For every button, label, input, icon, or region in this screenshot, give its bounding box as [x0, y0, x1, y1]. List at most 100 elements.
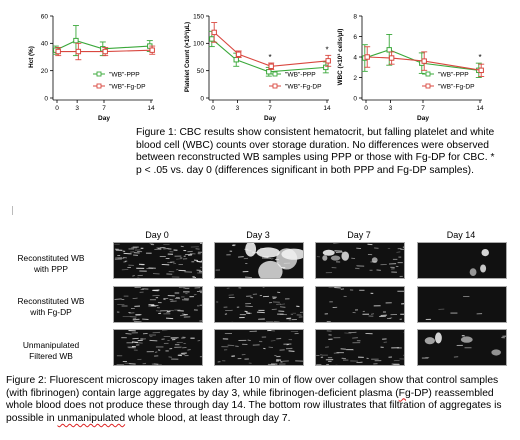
data-point — [149, 47, 155, 53]
data-point — [421, 58, 427, 64]
microscopy-texture — [114, 243, 202, 278]
figure1-caption: Figure 1: CBC results show consistent he… — [136, 127, 495, 176]
data-point — [478, 67, 484, 74]
x-tick-label: 3 — [389, 105, 393, 112]
legend-marker — [96, 71, 102, 77]
significance-marker: * — [268, 53, 271, 62]
microscopy-image — [214, 329, 304, 366]
y-axis-label: Hct (%) — [28, 46, 35, 68]
microscopy-image — [417, 329, 507, 366]
data-point — [233, 57, 239, 63]
y-tick-label: 4 — [353, 54, 357, 61]
microscopy-image — [315, 242, 405, 279]
x-axis-label: Day — [417, 115, 429, 122]
caption-text: unmanipulated — [57, 412, 126, 424]
microscopy-texture — [217, 330, 303, 365]
legend-label: "WB"-PPP — [438, 71, 469, 78]
row-label: Reconstituted WB with Fg-DP — [17, 296, 85, 317]
x-tick-label: 0 — [55, 105, 59, 112]
row-label: Reconstituted WB with PPP — [17, 253, 85, 274]
row-label: Unmanipulated Filtered WB — [22, 340, 80, 361]
x-tick-label: 7 — [102, 105, 106, 112]
caption-text: Fg — [398, 387, 411, 399]
microscopy-image — [315, 286, 405, 323]
microscopy-image — [214, 286, 304, 323]
platelet-chart: 0 50 100 150 0 3 7 14 Day Platelet Count (×10³/µL… — [184, 13, 332, 122]
data-point — [73, 37, 79, 44]
data-point — [323, 64, 329, 71]
day-label: Day 14 — [446, 230, 476, 240]
x-tick-label: 3 — [236, 105, 240, 112]
series-line — [211, 38, 326, 73]
series-line — [364, 49, 479, 71]
data-point — [102, 48, 108, 55]
legend-marker — [425, 83, 431, 89]
day-label: Day 7 — [347, 230, 371, 240]
y-tick-label: 40 — [41, 41, 49, 48]
series-line — [55, 40, 150, 51]
microscopy-texture — [215, 243, 303, 278]
microscopy-texture — [425, 296, 483, 320]
microscopy-texture — [316, 330, 404, 365]
data-point — [209, 36, 215, 42]
series-line — [213, 31, 329, 67]
wbc-chart: 0 2 4 6 8 0 3 7 14 Day WBC (×10³ cells/µl) * "WB"-PP… — [337, 13, 485, 122]
series-line — [58, 49, 153, 53]
microscopy-image — [113, 286, 203, 323]
legend-label: "WB"-Fg-DP — [109, 83, 146, 90]
x-axis-label: Day — [98, 115, 110, 122]
x-tick-label: 14 — [476, 105, 484, 112]
legend-label: "WB"-PPP — [285, 71, 316, 78]
caption-text: -DP) reassembled whole blood does not pr… — [6, 387, 502, 424]
microscopy-texture — [316, 243, 404, 278]
microscopy-image — [417, 286, 507, 323]
microscopy-image — [113, 329, 203, 366]
y-tick-label: 100 — [193, 41, 204, 48]
data-point — [364, 54, 370, 60]
y-tick-label: 6 — [353, 34, 357, 41]
figure2-caption: Figure 2: Fluorescent microscopy images … — [6, 375, 512, 425]
caption-text: Figure 2: Fluorescent microscopy images … — [6, 375, 499, 399]
y-tick-label: 2 — [353, 75, 357, 82]
microscopy-texture — [116, 330, 202, 365]
microscopy-texture — [324, 287, 404, 322]
y-axis-label: Platelet Count (×10³/µL) — [184, 22, 191, 92]
x-tick-label: 7 — [421, 105, 425, 112]
legend-marker — [272, 83, 278, 89]
legend-marker — [96, 83, 102, 89]
x-tick-label: 14 — [147, 105, 155, 112]
microscopy-image — [214, 242, 304, 279]
legend-marker — [425, 71, 431, 77]
legend-label: "WB"-PPP — [109, 71, 140, 78]
y-tick-label: 150 — [193, 13, 204, 20]
x-tick-label: 0 — [211, 105, 215, 112]
y-tick-label: 8 — [353, 13, 357, 20]
day-label: Day 0 — [145, 230, 169, 240]
y-tick-label: 50 — [197, 68, 205, 75]
microscopy-texture — [469, 248, 489, 277]
x-tick-label: 14 — [323, 105, 331, 112]
x-tick-label: 3 — [75, 105, 79, 112]
microscopy-texture — [421, 332, 506, 359]
day-label: Day 3 — [246, 230, 270, 240]
y-tick-label: 20 — [41, 68, 49, 75]
y-axis-label: WBC (×10³ cells/µl) — [337, 29, 344, 86]
caption-text: whole blood, at least through day 7. — [125, 412, 291, 424]
y-tick-label: 60 — [41, 13, 49, 20]
y-tick-label: 0 — [200, 95, 204, 102]
microscopy-image — [113, 242, 203, 279]
y-tick-label: 0 — [353, 95, 357, 102]
data-point — [75, 48, 82, 55]
hct-chart: 0 20 40 60 0 3 7 14 Day Hct (%) "WB"-PPP "WB"-Fg-DP — [28, 13, 156, 122]
data-point — [386, 47, 392, 53]
microscopy-image — [315, 329, 405, 366]
data-point — [55, 48, 61, 55]
data-point — [266, 69, 272, 75]
data-point — [388, 55, 395, 61]
legend-label: "WB"-Fg-DP — [285, 83, 322, 90]
microscopy-image — [417, 242, 507, 279]
data-point — [211, 29, 217, 36]
significance-marker: * — [478, 53, 481, 62]
data-point — [235, 51, 242, 57]
